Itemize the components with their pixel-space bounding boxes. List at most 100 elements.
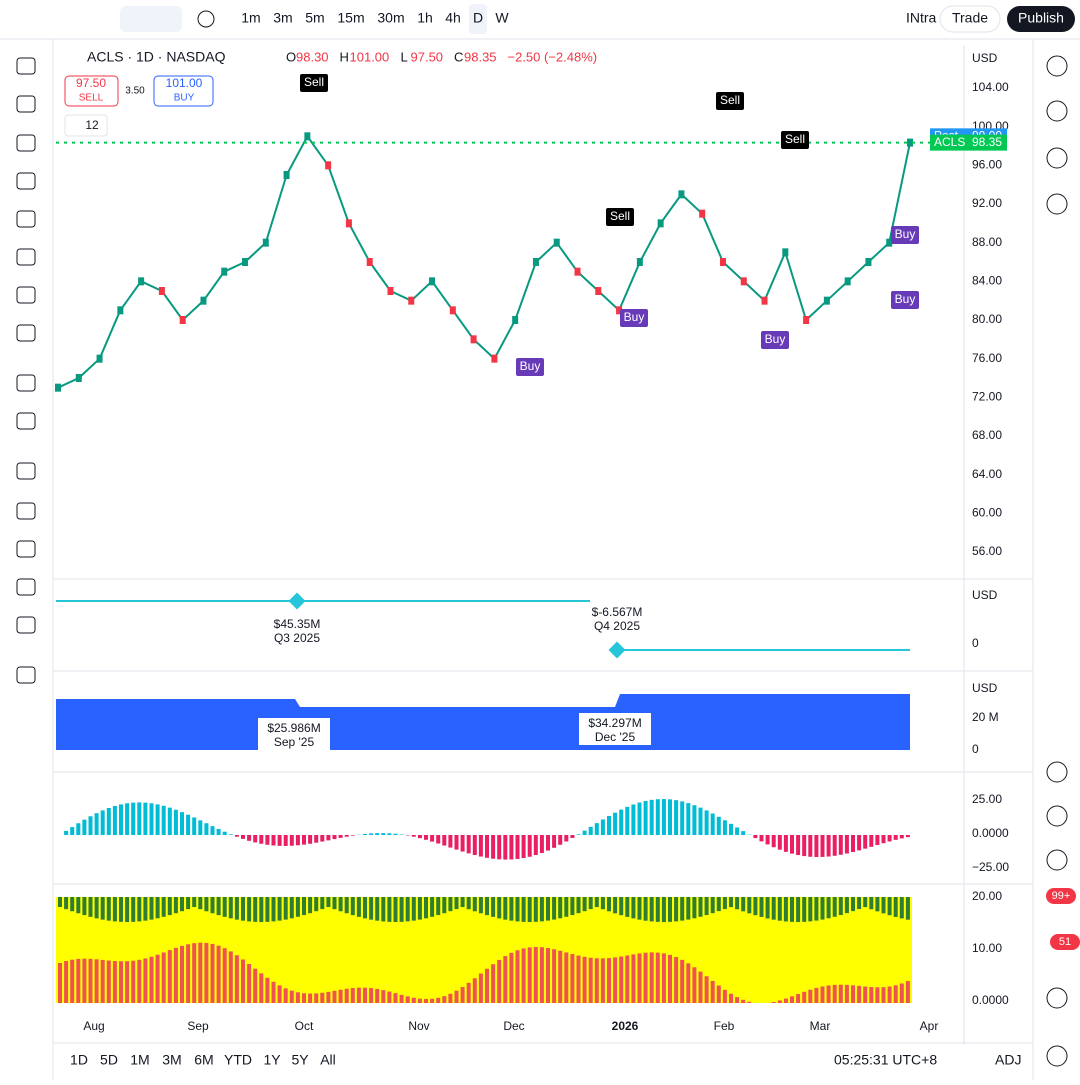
- interval[interactable]: 4h: [445, 10, 461, 26]
- histogram-bar: [180, 812, 184, 835]
- oscillator-top: [211, 897, 215, 913]
- histogram-bar: [552, 835, 556, 848]
- histogram-bar: [491, 835, 495, 859]
- oscillator-top: [882, 897, 886, 913]
- currency[interactable]: USD: [972, 51, 998, 65]
- histogram-bar: [320, 835, 324, 842]
- oscillator-top: [76, 897, 80, 913]
- oscillator-top: [766, 897, 770, 918]
- histogram-bar: [394, 834, 398, 835]
- oscillator-bar: [534, 947, 538, 1003]
- revenue-value: $34.297M: [588, 716, 641, 730]
- range-button[interactable]: 5Y: [291, 1052, 309, 1068]
- time-label: Oct: [295, 1019, 314, 1033]
- oscillator-bar: [455, 991, 459, 1003]
- oscillator-top: [58, 897, 62, 907]
- oscillator-bar: [186, 944, 190, 1003]
- range-button[interactable]: 1M: [130, 1052, 149, 1068]
- histogram-bar: [351, 835, 355, 836]
- histogram-bar: [302, 835, 306, 845]
- range-button[interactable]: 1D: [70, 1052, 88, 1068]
- histogram-bar: [412, 835, 416, 837]
- currency[interactable]: USD: [972, 588, 998, 602]
- candle: [782, 248, 788, 256]
- histogram-bar: [143, 803, 147, 835]
- candle: [450, 306, 456, 314]
- range-button[interactable]: 3M: [162, 1052, 181, 1068]
- histogram-bar: [766, 835, 770, 844]
- histogram-bar: [875, 835, 879, 845]
- oscillator-bar: [198, 943, 202, 1003]
- histogram-bar: [125, 803, 129, 835]
- histogram-bar: [705, 810, 709, 835]
- histogram-bar: [186, 815, 190, 835]
- oscillator-bar: [723, 990, 727, 1003]
- interval[interactable]: 15m: [337, 10, 364, 26]
- indicators-label[interactable]: INtra: [906, 10, 937, 26]
- interval[interactable]: D: [473, 10, 483, 26]
- histogram-bar: [137, 802, 141, 835]
- histogram-bar: [95, 813, 99, 835]
- histogram-bar: [168, 808, 172, 835]
- interval[interactable]: 1m: [241, 10, 260, 26]
- oscillator-top: [741, 897, 745, 911]
- oscillator-bar: [461, 987, 465, 1003]
- oscillator-top: [778, 897, 782, 921]
- interval[interactable]: 1h: [417, 10, 433, 26]
- oscillator-bar: [692, 967, 696, 1003]
- histogram-bar: [680, 801, 684, 835]
- range-button[interactable]: YTD: [224, 1052, 252, 1068]
- price-tag-label: ACLS: [934, 135, 965, 149]
- range-button[interactable]: 1Y: [263, 1052, 281, 1068]
- adjustment[interactable]: ADJ: [995, 1052, 1021, 1068]
- oscillator-top: [827, 897, 831, 918]
- oscillator-bar: [168, 950, 172, 1003]
- range-button[interactable]: 6M: [194, 1052, 213, 1068]
- oscillator-top: [180, 897, 184, 911]
- interval[interactable]: 5m: [305, 10, 324, 26]
- oscillator-bar: [180, 946, 184, 1003]
- signal-label: Sell: [720, 93, 740, 107]
- histogram-bar: [424, 835, 428, 840]
- oscillator-bar: [772, 1002, 776, 1003]
- oscillator-bar: [491, 964, 495, 1003]
- signal-label: Buy: [624, 310, 645, 324]
- oscillator-bar: [509, 953, 513, 1003]
- histogram-bar: [131, 803, 135, 835]
- oscillator-bar: [882, 987, 886, 1003]
- oscillator-bar: [229, 951, 233, 1003]
- currency[interactable]: USD: [972, 681, 998, 695]
- oscillator-bar: [625, 955, 629, 1003]
- histogram-bar: [503, 835, 507, 860]
- oscillator-bar: [107, 961, 111, 1003]
- ohlc-key: O: [286, 49, 296, 64]
- candle: [346, 219, 352, 227]
- oscillator-bar: [424, 999, 428, 1003]
- oscillator-bar: [570, 954, 574, 1003]
- oscillator-top: [467, 897, 471, 909]
- oscillator-top: [888, 897, 892, 915]
- oscillator-top: [662, 897, 666, 922]
- histogram-bar: [217, 829, 221, 835]
- histogram-bar: [113, 806, 117, 835]
- interval[interactable]: W: [495, 10, 509, 26]
- symbol-search[interactable]: [120, 6, 182, 32]
- oscillator-bar: [320, 993, 324, 1003]
- interval[interactable]: 30m: [377, 10, 404, 26]
- oscillator-bar: [808, 990, 812, 1003]
- oscillator-bar: [406, 996, 410, 1003]
- range-button[interactable]: All: [320, 1052, 336, 1068]
- oscillator-top: [875, 897, 879, 911]
- interval[interactable]: 3m: [273, 10, 292, 26]
- oscillator-bar: [473, 978, 477, 1003]
- histogram-bar: [204, 823, 208, 835]
- oscillator-bar: [869, 987, 873, 1003]
- oscillator-bar: [448, 994, 452, 1003]
- oscillator-top: [290, 897, 294, 918]
- range-button[interactable]: 5D: [100, 1052, 118, 1068]
- oscillator-bar: [259, 973, 263, 1003]
- candle: [221, 268, 227, 276]
- histogram-bar: [900, 835, 904, 838]
- oscillator-bar: [314, 993, 318, 1003]
